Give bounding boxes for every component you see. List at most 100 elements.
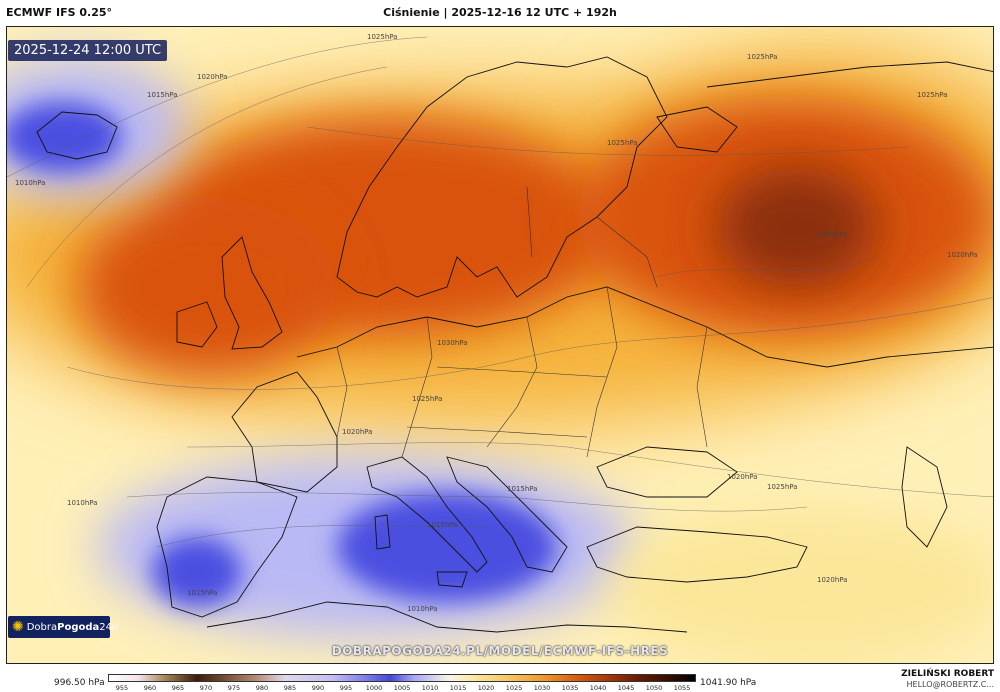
isobar-7 [306, 126, 908, 156]
colorbar-tick-label: 1015 [449, 684, 467, 692]
colorbar-tick-label: 1045 [617, 684, 635, 692]
border-7 [406, 426, 588, 438]
high-core-russia [717, 167, 877, 287]
logo-text-a: Dobra [26, 621, 58, 633]
sun-icon: ✺ [12, 619, 24, 635]
coast-balkans [446, 456, 568, 573]
colorbar-tick-label: 1055 [673, 684, 691, 692]
isobar-4 [186, 442, 993, 498]
colorbar-tick-label: 1005 [393, 684, 411, 692]
isobar-label: 1025hPa [607, 139, 637, 147]
coast-france [231, 371, 338, 493]
high-pressure-atlantic [77, 197, 337, 377]
isobar-8 [656, 256, 878, 278]
isobar-label: 1020hPa [947, 251, 977, 259]
coast-turkey [586, 526, 808, 583]
isobar-label: 1020hPa [197, 73, 227, 81]
coastlines [36, 56, 993, 633]
colorbar-tick-label: 1030 [533, 684, 551, 692]
header-bar: ECMWF IFS 0.25° Ciśnienie | 2025-12-16 1… [0, 0, 1000, 26]
border-2 [401, 316, 433, 458]
isobar-label: 1025hPa [767, 483, 797, 491]
coast-ireland [176, 301, 218, 348]
border-5 [696, 326, 708, 448]
coast-black-sea [596, 446, 738, 498]
colorbar-tick-label: 980 [255, 684, 269, 692]
model-name: ECMWF IFS 0.25° [6, 6, 113, 19]
isobar-label: 1020hPa [342, 428, 372, 436]
isobar-label: 1025hPa [412, 395, 442, 403]
colorbar-tick-label: 995 [339, 684, 353, 692]
legend-max-label: 1041.90 hPa [700, 678, 757, 688]
colorbar-tick-label: 1035 [561, 684, 579, 692]
isobar-lines [7, 36, 993, 548]
logo-text-b: Pogoda [57, 621, 100, 633]
low-tyrrhenian-core [337, 492, 557, 602]
colorbar-tick-label: 1040 [589, 684, 607, 692]
colorbar-tick-label: 1025 [505, 684, 523, 692]
isobar-label: 1010hPa [15, 179, 45, 187]
coast-white-sea [656, 106, 738, 153]
isobar-label: 1010hPa [67, 499, 97, 507]
isobar-label: 1020hPa [817, 576, 847, 584]
isobar-label: 1025hPa [747, 53, 777, 61]
coast-continent [296, 286, 993, 368]
logo-suffix: pl [112, 623, 119, 631]
isobar-label: 1015hPa [147, 91, 177, 99]
isobar-2 [26, 66, 388, 288]
colorbar-ticks: 955 960 965 970 975 980 985 990 995 1000 1005 1010 1… [108, 684, 696, 692]
pressure-map: 1025hPa 1025hPa 1020hPa 1015hPa 1010hPa … [6, 26, 994, 664]
logo-text-c: 24 [99, 621, 113, 633]
author-name: ZIELIŃSKI ROBERT [901, 669, 994, 679]
isobar-label: 1025hPa [367, 33, 397, 41]
colorbar-tick-label: 985 [283, 684, 297, 692]
coast-north-africa [206, 601, 688, 633]
coast-britain [221, 236, 283, 350]
isobar-label: 1040hPa [817, 231, 847, 239]
low-iberia-core [152, 537, 242, 607]
colorbar-tick-label: 960 [143, 684, 157, 692]
colorbar-tick-label: 990 [311, 684, 325, 692]
coast-iberia [156, 476, 298, 618]
border-9 [596, 216, 658, 288]
colorbar-tick-label: 955 [115, 684, 129, 692]
colorbar-tick-label: 1020 [477, 684, 495, 692]
isobar-5 [126, 492, 808, 512]
dobrapogoda-logo: ✺ Dobra Pogoda 24 pl [8, 616, 118, 638]
valid-time-badge: 2025-12-24 12:00 UTC [8, 40, 168, 61]
neutral-southeast [607, 507, 993, 663]
isobar-label: 1020hPa [727, 473, 757, 481]
pressure-field-svg: 1025hPa 1025hPa 1020hPa 1015hPa 1010hPa … [7, 27, 993, 663]
border-6 [436, 366, 608, 378]
border-1 [336, 346, 348, 438]
author-email: HELLO@ROBERTZ.C... [906, 680, 995, 689]
coast-italy [366, 456, 488, 573]
coast-sicily [436, 571, 468, 588]
colorbar-tick-label: 975 [227, 684, 241, 692]
isobar-label: 1015hPa [507, 485, 537, 493]
legend-min-label: 996.50 hPa [54, 678, 105, 688]
isobar-1 [7, 36, 428, 178]
colorbar-tick-label: 1010 [421, 684, 439, 692]
colorbar-tick-label: 1000 [365, 684, 383, 692]
border-8 [526, 186, 533, 258]
run-title: Ciśnienie | 2025-12-16 12 UTC + 192h [383, 6, 617, 19]
isobar-label: 1010hPa [407, 605, 437, 613]
colorbar-tick-label: 965 [171, 684, 185, 692]
low-iceland-core [7, 102, 122, 172]
isobar-6 [156, 525, 488, 548]
coast-caspian [901, 446, 948, 548]
coast-sardinia [374, 514, 391, 550]
isobar-3 [66, 297, 993, 390]
coast-iceland [36, 111, 118, 160]
coast-arctic [706, 61, 993, 88]
country-borders [336, 186, 708, 458]
colorbar-tick-label: 970 [199, 684, 213, 692]
isobar-label: 1015hPa [427, 521, 457, 529]
isobar-label: 1025hPa [917, 91, 947, 99]
isobar-labels: 1025hPa 1025hPa 1020hPa 1015hPa 1010hPa … [15, 33, 977, 613]
coast-scandinavia [336, 56, 668, 298]
border-3 [486, 316, 538, 448]
watermark-url: DOBRAPOGODA24.PL/MODEL/ECMWF-IFS-HRES [331, 644, 669, 658]
colorbar-tick-label: 1050 [645, 684, 663, 692]
